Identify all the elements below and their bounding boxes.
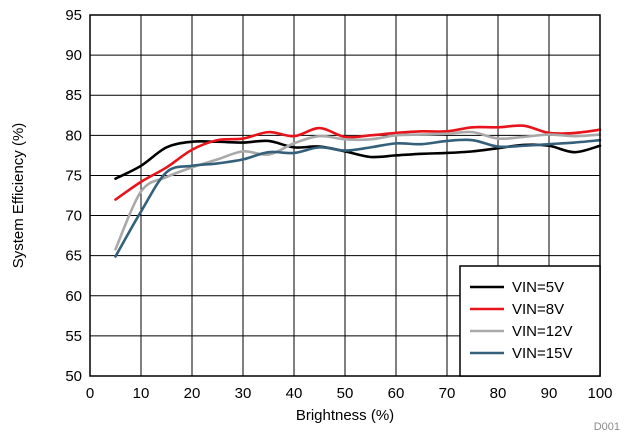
series-line-vin-15v	[114, 138, 602, 258]
legend-label: VIN=5V	[512, 279, 564, 296]
plot-area-frame	[89, 14, 601, 377]
x-tick-label: 0	[86, 385, 94, 402]
y-tick-label: 95	[65, 7, 82, 24]
x-tick-label: 90	[541, 385, 558, 402]
figure-id-label: D001	[594, 421, 620, 433]
x-tick-label: 50	[337, 385, 354, 402]
legend: VIN=5V VIN=8V VIN=12V VIN=15V	[459, 265, 601, 377]
y-tick-label: 75	[65, 167, 82, 184]
legend-label: VIN=15V	[512, 345, 572, 362]
x-tick-label: 80	[490, 385, 507, 402]
x-tick-label: 70	[439, 385, 456, 402]
x-tick-label: 10	[133, 385, 150, 402]
y-tick-label: 55	[65, 328, 82, 345]
x-axis-title: Brightness (%)	[296, 407, 394, 424]
y-tick-label: 85	[65, 87, 82, 104]
legend-label: VIN=12V	[512, 323, 572, 340]
y-tick-label: 90	[65, 47, 82, 64]
y-tick-label: 60	[65, 288, 82, 305]
y-axis-title: System Efficiency (%)	[10, 123, 27, 269]
legend-box	[459, 265, 601, 377]
series-line-vin-8v	[114, 124, 602, 201]
y-tick-label: 80	[65, 127, 82, 144]
y-tick-label: 65	[65, 248, 82, 265]
x-tick-label: 100	[587, 385, 612, 402]
series-layer	[114, 124, 602, 258]
x-tick-label: 20	[184, 385, 201, 402]
y-tick-label: 50	[65, 368, 82, 385]
x-tick-label: 30	[235, 385, 252, 402]
x-axis-ticks: 0 10 20 30 40 50 60 70 80 90 100	[86, 385, 613, 402]
legend-label: VIN=8V	[512, 301, 564, 318]
x-tick-label: 40	[286, 385, 303, 402]
x-tick-label: 60	[388, 385, 405, 402]
y-tick-label: 70	[65, 208, 82, 225]
y-axis-ticks: 50 55 60 65 70 75 80 85 90 95	[65, 7, 82, 385]
